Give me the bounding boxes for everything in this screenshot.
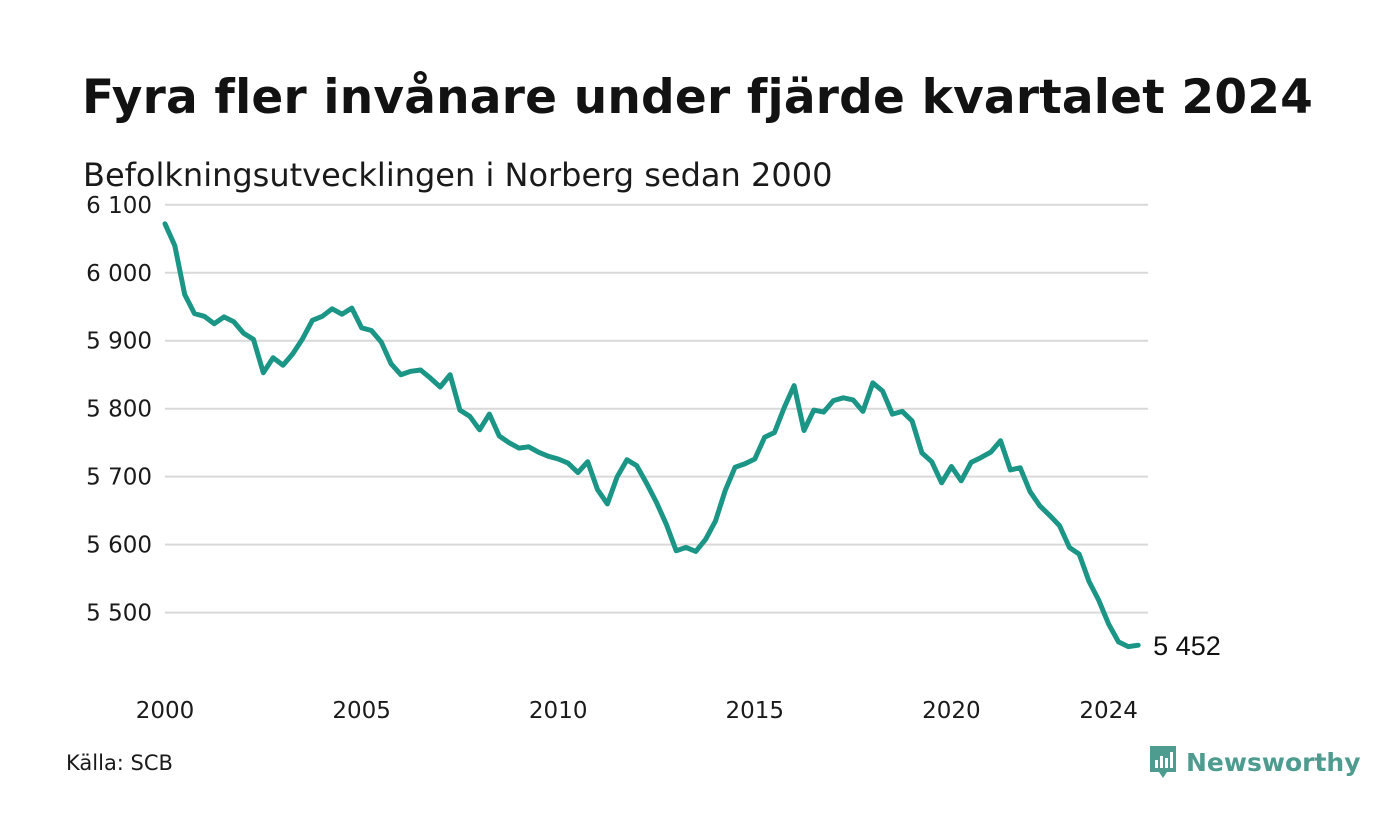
y-axis-ticks: 5 500 5 600 5 700 5 800 5 900 6 000 6 100 xyxy=(86,193,152,627)
series xyxy=(162,221,1141,650)
grid-lines xyxy=(165,203,1148,614)
source-note: Källa: SCB xyxy=(66,751,173,775)
x-tick-label: 2024 xyxy=(1079,698,1138,724)
y-tick-label: 6 000 xyxy=(86,261,152,287)
newsworthy-logo-icon xyxy=(1150,746,1176,778)
y-tick-label: 5 900 xyxy=(86,329,152,355)
x-tick-label: 2000 xyxy=(136,698,195,724)
population-line xyxy=(162,221,1141,650)
y-tick-label: 5 700 xyxy=(86,465,152,491)
y-tick-label: 5 500 xyxy=(86,601,152,627)
x-tick-label: 2010 xyxy=(529,698,588,724)
end-label-group: 5 452 xyxy=(1153,631,1221,661)
brand-name: Newsworthy xyxy=(1186,747,1361,777)
x-tick-label: 2015 xyxy=(726,698,785,724)
brand-logo: Newsworthy xyxy=(1148,744,1361,780)
end-value-label: 5 452 xyxy=(1153,631,1221,661)
x-axis-ticks: 2000 2005 2010 2015 2020 2024 xyxy=(136,698,1138,724)
x-tick-label: 2020 xyxy=(922,698,981,724)
chart-title: Fyra fler invånare under fjärde kvartale… xyxy=(82,70,1314,125)
y-tick-label: 6 100 xyxy=(86,193,152,219)
chart-subtitle: Befolkningsutvecklingen i Norberg sedan … xyxy=(83,156,833,194)
x-tick-label: 2005 xyxy=(332,698,391,724)
y-tick-label: 5 800 xyxy=(86,397,152,423)
y-tick-label: 5 600 xyxy=(86,533,152,559)
